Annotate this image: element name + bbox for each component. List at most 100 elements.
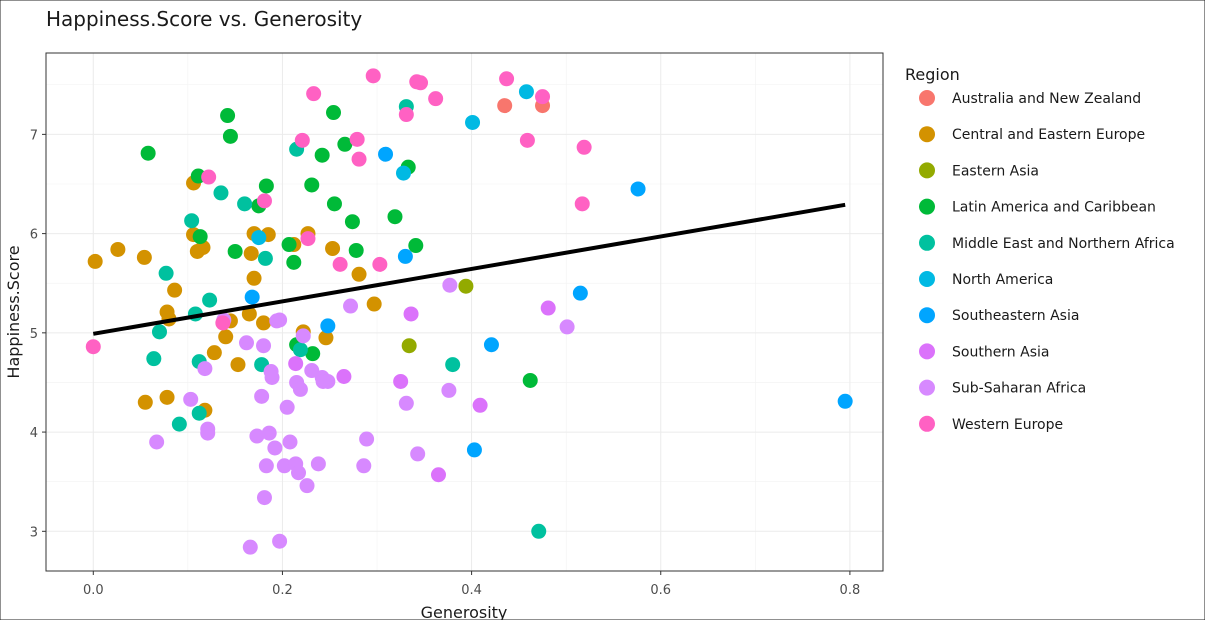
point-middle-east-and-northern-africa	[202, 292, 218, 308]
point-southeastern-asia	[466, 442, 482, 458]
point-western-europe	[365, 68, 381, 84]
point-western-europe	[428, 91, 444, 107]
point-sub-saharan-africa	[254, 388, 270, 404]
legend-title: Region	[905, 65, 960, 84]
point-central-and-eastern-europe	[167, 282, 183, 298]
point-latin-america-and-caribbean	[305, 346, 321, 362]
point-central-and-eastern-europe	[241, 306, 257, 322]
point-central-and-eastern-europe	[256, 315, 272, 331]
point-southeastern-asia	[320, 318, 336, 334]
point-australia-and-new-zealand	[497, 98, 513, 114]
y-tick-label: 6	[30, 228, 38, 243]
point-middle-east-and-northern-africa	[191, 405, 207, 421]
point-southeastern-asia	[630, 181, 646, 197]
point-middle-east-and-northern-africa	[184, 213, 200, 229]
legend-key-central-and-eastern-europe	[919, 126, 935, 143]
point-latin-america-and-caribbean	[227, 243, 243, 259]
point-middle-east-and-northern-africa	[213, 185, 229, 201]
point-southern-asia	[393, 373, 409, 389]
point-latin-america-and-caribbean	[344, 214, 360, 230]
point-sub-saharan-africa	[356, 458, 372, 474]
point-western-europe	[349, 131, 365, 147]
point-sub-saharan-africa	[242, 539, 258, 555]
point-central-and-eastern-europe	[206, 345, 222, 361]
point-western-europe	[398, 107, 414, 123]
point-southern-asia	[472, 397, 488, 413]
point-middle-east-and-northern-africa	[445, 357, 461, 373]
point-middle-east-and-northern-africa	[531, 523, 547, 539]
point-central-and-eastern-europe	[318, 330, 334, 346]
legend-label-middle-east-and-northern-africa: Middle East and Northern Africa	[952, 236, 1175, 252]
point-western-europe	[351, 151, 367, 167]
point-latin-america-and-caribbean	[304, 177, 320, 193]
point-western-europe	[576, 139, 592, 155]
point-central-and-eastern-europe	[110, 241, 126, 257]
point-north-america	[395, 165, 411, 181]
point-latin-america-and-caribbean	[286, 254, 302, 270]
point-central-and-eastern-europe	[246, 270, 262, 286]
point-north-america	[518, 84, 534, 100]
point-north-america	[251, 230, 267, 246]
legend-label-eastern-asia: Eastern Asia	[952, 163, 1039, 179]
plot-area: 0.0 0.2 0.4 0.6 0.8 3 4 5 6 7	[30, 52, 884, 598]
legend-label-central-and-eastern-europe: Central and Eastern Europe	[952, 127, 1145, 143]
x-tick-label: 0.0	[83, 583, 104, 598]
trend-line	[92, 202, 846, 336]
point-sub-saharan-africa	[410, 446, 426, 462]
point-sub-saharan-africa	[310, 456, 326, 472]
panel-border	[45, 52, 884, 572]
point-western-europe	[85, 339, 101, 355]
point-western-europe	[215, 315, 231, 331]
point-central-and-eastern-europe	[137, 394, 153, 410]
point-southern-asia	[540, 300, 556, 316]
point-western-europe	[499, 71, 515, 87]
point-southeastern-asia	[397, 248, 413, 264]
point-sub-saharan-africa	[442, 277, 458, 293]
point-central-and-eastern-europe	[243, 245, 259, 261]
point-sub-saharan-africa	[299, 478, 315, 494]
point-central-and-eastern-europe	[351, 266, 367, 282]
point-western-europe	[300, 231, 316, 247]
point-western-europe	[256, 193, 272, 209]
point-latin-america-and-caribbean	[326, 196, 342, 212]
point-western-europe	[306, 86, 322, 102]
y-tick-label: 5	[30, 327, 38, 342]
point-sub-saharan-africa	[183, 391, 199, 407]
point-sub-saharan-africa	[279, 399, 295, 415]
x-tick-label: 0.4	[461, 583, 482, 598]
point-southeastern-asia	[483, 337, 499, 353]
legend-key-middle-east-and-northern-africa	[919, 234, 935, 251]
x-tick-label: 0.6	[650, 583, 671, 598]
point-middle-east-and-northern-africa	[146, 351, 162, 367]
point-latin-america-and-caribbean	[281, 237, 297, 253]
legend-key-southern-asia	[919, 343, 935, 360]
legend-label-southern-asia: Southern Asia	[952, 344, 1049, 360]
panel-background	[46, 53, 883, 571]
point-southern-asia	[288, 356, 304, 372]
legend-label-latin-america-and-caribbean: Latin America and Caribbean	[952, 200, 1156, 216]
legend-key-western-europe	[919, 415, 935, 432]
point-sub-saharan-africa	[256, 490, 272, 506]
point-latin-america-and-caribbean	[337, 136, 353, 152]
point-western-europe	[535, 89, 551, 105]
point-sub-saharan-africa	[256, 338, 272, 354]
point-southeastern-asia	[378, 146, 394, 162]
point-sub-saharan-africa	[295, 328, 311, 344]
point-sub-saharan-africa	[239, 335, 255, 351]
point-western-europe	[372, 256, 388, 272]
legend-label-southeastern-asia: Southeastern Asia	[952, 308, 1079, 324]
point-sub-saharan-africa	[200, 425, 216, 441]
point-middle-east-and-northern-africa	[158, 265, 174, 281]
x-tick-label: 0.2	[272, 583, 293, 598]
point-central-and-eastern-europe	[159, 389, 175, 405]
point-western-europe	[332, 256, 348, 272]
chart-title: Happiness.Score vs. Generosity	[46, 7, 362, 31]
y-axis-title: Happiness.Score	[4, 245, 23, 378]
point-eastern-asia	[458, 278, 474, 294]
point-western-europe	[519, 132, 535, 148]
point-western-europe	[294, 132, 310, 148]
point-southeastern-asia	[244, 289, 260, 305]
point-central-and-eastern-europe	[325, 240, 341, 256]
point-latin-america-and-caribbean	[314, 147, 330, 163]
